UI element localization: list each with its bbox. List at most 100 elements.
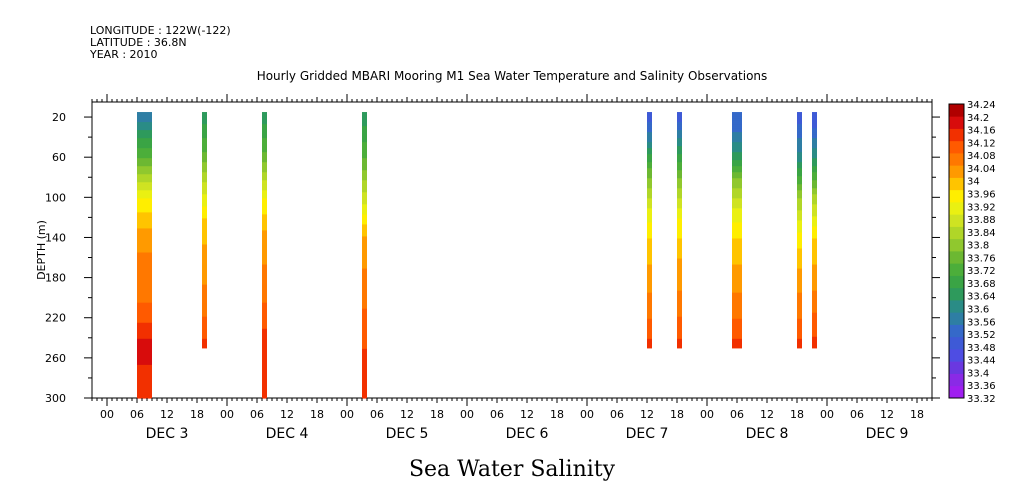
colorbar-swatch <box>949 324 964 338</box>
colorbar-swatch <box>949 275 964 289</box>
profile-cell <box>362 356 367 360</box>
profile-cell <box>797 158 802 161</box>
profile-cell <box>202 144 207 147</box>
x-tick-label: 00 <box>700 408 714 421</box>
x-tick-label: 18 <box>790 408 804 421</box>
profile-cell <box>362 306 367 310</box>
profile-cell <box>812 154 817 157</box>
profile-cell <box>677 260 682 264</box>
y-tick-label: 20 <box>52 111 66 124</box>
colorbar-label: 33.52 <box>967 330 996 341</box>
profile-cell <box>647 292 652 296</box>
profile-cell <box>797 120 802 123</box>
profile-cell <box>797 268 802 272</box>
profile-cell <box>732 258 742 262</box>
profile-cell <box>362 368 367 372</box>
profile-cell <box>732 334 742 338</box>
colorbar-swatch <box>949 165 964 178</box>
profile-2 <box>262 112 267 399</box>
profile-cell <box>137 324 152 328</box>
x-day-label: DEC 3 <box>146 426 189 442</box>
profile-cell <box>732 286 742 290</box>
profile-cell <box>732 222 742 226</box>
profile-cell <box>262 230 267 234</box>
profile-cell <box>362 206 367 209</box>
profile-cell <box>647 336 652 340</box>
profile-4 <box>647 112 652 349</box>
profile-cell <box>797 318 802 322</box>
profile-cell <box>362 114 367 117</box>
colorbar-swatch <box>949 251 964 264</box>
profile-cell <box>262 194 267 197</box>
profile-cell <box>732 146 742 149</box>
profile-cell <box>137 322 152 326</box>
x-tick-label: 06 <box>610 408 624 421</box>
profile-cell <box>202 202 207 205</box>
profile-cell <box>812 210 817 213</box>
profile-cell <box>677 340 682 344</box>
profile-cell <box>732 216 742 219</box>
profile-cell <box>677 316 682 320</box>
profile-cell <box>647 184 652 187</box>
profile-cell <box>262 122 267 125</box>
profile-cell <box>202 218 207 221</box>
profile-cell <box>647 306 652 310</box>
profile-cell <box>262 382 267 386</box>
plot-frame <box>91 101 933 399</box>
profile-cell <box>797 202 802 205</box>
profile-cell <box>812 148 817 151</box>
profile-cell <box>647 208 652 211</box>
profile-cell <box>362 258 367 262</box>
profile-cell <box>677 122 682 125</box>
profile-cell <box>647 222 652 226</box>
profile-cell <box>812 332 817 336</box>
profile-cell <box>202 256 207 260</box>
profile-cell <box>732 252 742 256</box>
profile-cell <box>732 316 742 320</box>
profile-cell <box>262 314 267 318</box>
profile-cell <box>262 156 267 159</box>
profile-cell <box>647 160 652 163</box>
profile-cell <box>797 258 802 262</box>
colorbar-label: 34.12 <box>967 138 996 149</box>
profile-cell <box>677 286 682 290</box>
profile-cell <box>797 234 802 238</box>
profile-cell <box>137 228 152 232</box>
profile-cell <box>202 252 207 256</box>
profile-cell <box>262 234 267 238</box>
profile-cell <box>262 294 267 298</box>
profile-cell <box>677 246 682 250</box>
profile-cell <box>812 298 817 302</box>
profile-cell <box>797 148 802 151</box>
profile-cell <box>202 284 207 288</box>
profile-cell <box>137 162 152 165</box>
profile-cell <box>647 134 652 137</box>
profile-cell <box>677 214 682 217</box>
profile-cell <box>812 130 817 133</box>
profile-cell <box>732 266 742 270</box>
profile-cell <box>202 268 207 272</box>
profile-cell <box>677 324 682 328</box>
profile-cell <box>812 150 817 153</box>
profile-cell <box>262 310 267 314</box>
profile-cell <box>362 188 367 191</box>
profile-cell <box>732 296 742 300</box>
profile-cell <box>677 128 682 131</box>
salinity-profiles <box>137 112 817 399</box>
x-tick-label: 18 <box>190 408 204 421</box>
profile-cell <box>732 242 742 246</box>
profile-cell <box>812 166 817 169</box>
profile-cell <box>732 288 742 292</box>
profile-cell <box>647 310 652 314</box>
profile-cell <box>137 140 152 143</box>
profile-cell <box>677 146 682 149</box>
profile-cell <box>262 250 267 254</box>
profile-cell <box>677 216 682 219</box>
profile-cell <box>362 322 367 326</box>
profile-cell <box>797 288 802 292</box>
profile-cell <box>362 278 367 282</box>
profile-cell <box>137 252 152 256</box>
profile-cell <box>797 236 802 240</box>
profile-cell <box>677 172 682 175</box>
profile-cell <box>732 302 742 306</box>
